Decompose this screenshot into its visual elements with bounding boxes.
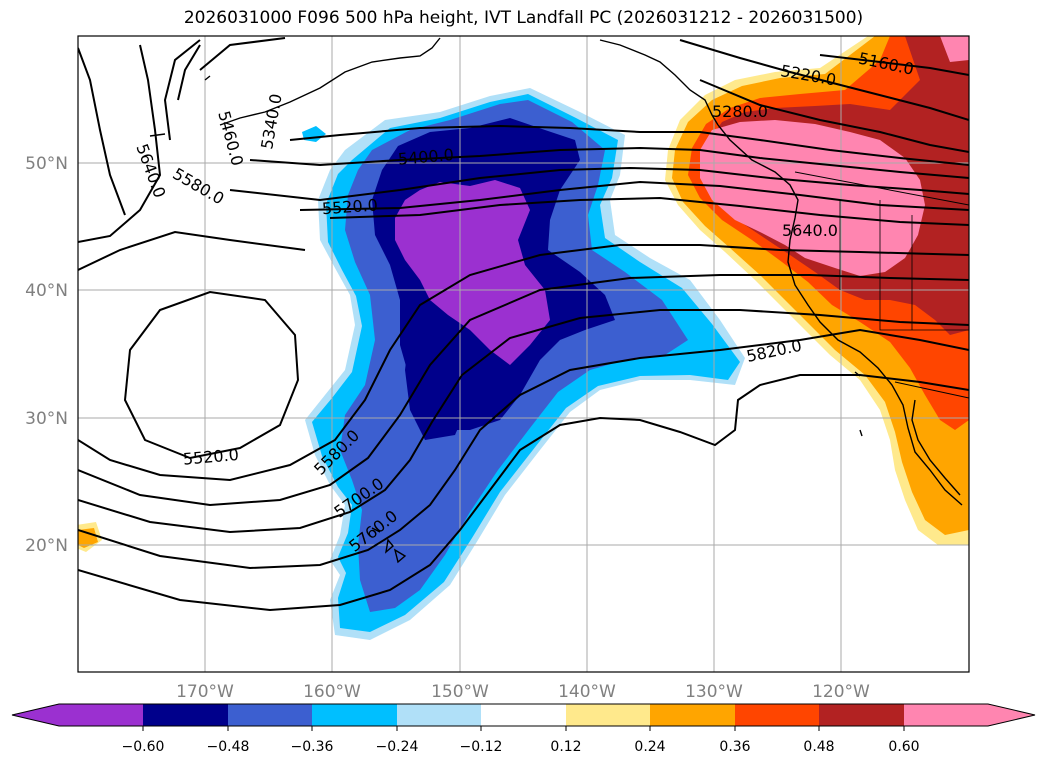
colorbar-segment <box>650 704 735 726</box>
coast-canada-border <box>794 171 969 206</box>
lat-label-50n: 50°N <box>25 154 68 174</box>
contour-label-5280: 5280.0 <box>712 102 768 121</box>
colorbar-tick: −0.24 <box>376 739 419 755</box>
coast-alaska <box>219 37 441 126</box>
contour-5280 <box>699 79 969 153</box>
shade-pink <box>700 36 969 276</box>
longitude-labels: 170°W 160°W 150°W 140°W 130°W 120°W <box>176 682 870 702</box>
positive-anomaly-shading <box>78 36 969 552</box>
lon-label-140w: 140°W <box>558 682 616 702</box>
colorbar-tick: −0.60 <box>122 739 165 755</box>
contour-5460 <box>163 39 969 202</box>
colorbar-ticks: −0.60 −0.48 −0.36 −0.24 −0.12 0.12 0.24 … <box>122 739 920 755</box>
contour-label-5520-b: 5520.0 <box>182 445 239 469</box>
lon-label-130w: 130°W <box>685 682 743 702</box>
contour-label-5520-a: 5520.0 <box>321 195 378 218</box>
lon-label-160w: 160°W <box>303 682 361 702</box>
contour-5160 <box>819 54 969 76</box>
colorbar-tick: 0.24 <box>634 739 665 755</box>
map-frame <box>77 35 970 673</box>
colorbar-outline <box>11 703 1036 727</box>
map-plot-area: 5160.0 5220.0 5280.0 5340.0 5400.0 5460.… <box>78 36 969 672</box>
colorbar: −0.60 −0.48 −0.36 −0.24 −0.12 0.12 0.24 … <box>11 703 1036 755</box>
lat-label-40n: 40°N <box>25 281 68 301</box>
colorbar-segment <box>228 704 312 726</box>
contour-5580 <box>78 196 969 271</box>
colorbar-segment <box>819 704 904 726</box>
contour-5640 <box>78 244 969 482</box>
colorbar-segment <box>12 704 143 726</box>
contour-5340 <box>199 37 969 166</box>
latitude-labels: 50°N 40°N 30°N 20°N <box>25 154 68 556</box>
colorbar-tick: 0.12 <box>550 739 581 755</box>
lon-label-170w: 170°W <box>176 682 234 702</box>
colorbar-segment <box>904 704 1035 726</box>
contour-5700 <box>78 274 969 507</box>
contour-label-5640-b: 5640.0 <box>782 221 838 240</box>
lon-label-150w: 150°W <box>431 682 489 702</box>
colorbar-tick: 0.36 <box>719 739 750 755</box>
contour-5520-low <box>123 290 300 460</box>
colorbar-tick: −0.48 <box>207 739 250 755</box>
contour-5760 <box>78 309 969 534</box>
contour-5820 <box>78 328 969 570</box>
contour-label-5400: 5400.0 <box>397 145 454 169</box>
coast-baja <box>911 399 961 496</box>
colorbar-tick: −0.36 <box>291 739 334 755</box>
coast-alaska-panhandle <box>599 39 719 126</box>
colorbar-segment <box>481 704 566 726</box>
coast-hawaii <box>371 527 407 564</box>
shade-purple <box>395 180 550 365</box>
contour-5520-north <box>78 44 969 243</box>
lat-label-20n: 20°N <box>25 536 68 556</box>
colorbar-segment <box>397 704 481 726</box>
colorbar-segment <box>735 704 819 726</box>
map-gridlines <box>78 36 969 672</box>
lat-label-30n: 30°N <box>25 409 68 429</box>
colorbar-segment <box>566 704 650 726</box>
contour-5220 <box>679 39 969 121</box>
contour-5640-west <box>78 47 126 216</box>
colorbar-tick: 0.48 <box>803 739 834 755</box>
shade-navy-island <box>405 330 470 440</box>
colorbar-segment <box>312 704 397 726</box>
colorbar-segment <box>143 704 228 726</box>
colorbar-segments <box>11 703 1036 731</box>
contour-5880 <box>78 374 969 612</box>
negative-anomaly-shading <box>302 88 745 640</box>
coast-islands <box>149 75 863 437</box>
lon-label-120w: 120°W <box>812 682 870 702</box>
figure-title: 2026031000 F096 500 hPa height, IVT Land… <box>183 8 864 28</box>
coast-state-borders <box>839 200 969 331</box>
height-contours <box>78 37 969 612</box>
coast-us-mexico-border <box>894 381 969 399</box>
colorbar-tick: −0.12 <box>460 739 503 755</box>
colorbar-tick: 0.60 <box>888 739 919 755</box>
contour-5400 <box>177 44 969 179</box>
